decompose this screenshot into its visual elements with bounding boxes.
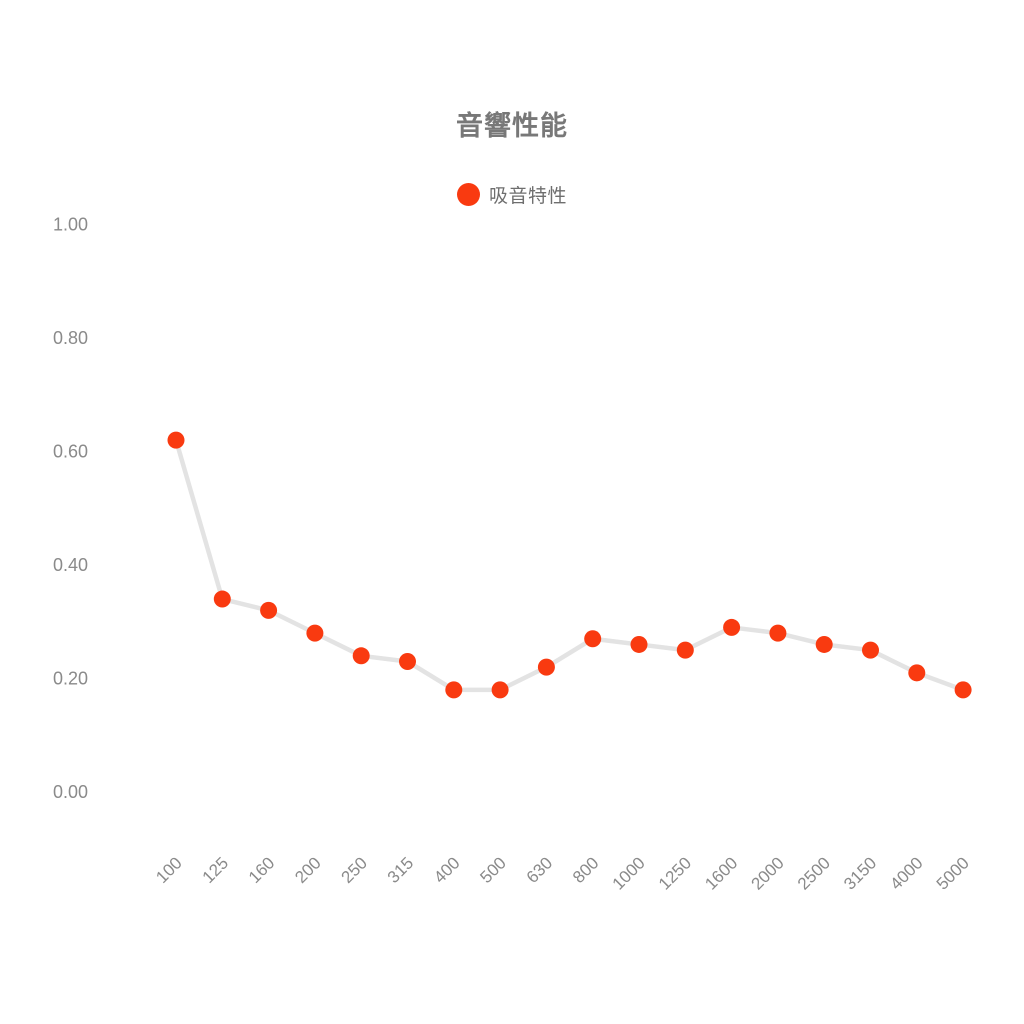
data-point[interactable] [399,652,416,670]
x-axis-tick-label: 400 [430,853,463,886]
x-axis-tick-label: 2000 [748,853,788,893]
data-point[interactable] [445,681,463,699]
legend-swatch-icon [456,183,480,206]
y-axis-tick-label: 0.80 [53,328,88,348]
y-axis-tick-label: 0.40 [53,555,88,575]
y-axis-tick-label: 0.00 [53,782,88,802]
x-axis-tick-label: 125 [199,853,232,886]
data-point[interactable] [352,647,370,665]
x-axis-tick-label: 800 [569,853,602,886]
data-point[interactable] [213,590,231,608]
y-axis-tick-label: 1.00 [53,215,88,235]
x-axis-tick-label: 1000 [609,853,649,893]
data-point[interactable] [769,624,787,642]
data-point[interactable] [491,681,509,699]
series-line [173,437,966,693]
data-point[interactable] [260,601,278,619]
data-point[interactable] [908,664,926,682]
data-point[interactable] [815,635,833,653]
data-point[interactable] [167,431,185,449]
x-axis-tick-label: 2500 [794,853,834,893]
y-axis-tick-label: 0.60 [53,442,88,462]
x-axis-tick-label: 315 [384,853,417,886]
data-point[interactable] [676,641,694,659]
x-axis-tick-label: 1250 [655,853,695,893]
x-axis-tick-label: 200 [291,853,324,886]
x-axis-tick-label: 4000 [886,853,926,893]
x-axis-tick-label: 630 [523,853,556,886]
x-axis-tick-label: 500 [476,853,509,886]
x-axis-tick-label: 100 [152,853,185,886]
legend-item[interactable]: 吸音特性 [456,181,567,208]
y-axis-tick-label: 0.20 [53,669,88,689]
data-point[interactable] [630,635,648,653]
legend-label: 吸音特性 [488,186,567,207]
data-point[interactable] [723,618,741,636]
data-point[interactable] [954,681,972,699]
data-point[interactable] [306,624,324,642]
legend: 吸音特性 [0,181,1024,208]
data-point[interactable] [862,641,879,659]
x-axis-tick-label: 3150 [840,853,880,893]
x-axis-tick-label: 5000 [933,853,973,893]
data-point[interactable] [584,630,602,648]
x-axis-tick-label: 160 [245,853,278,886]
x-axis-tick-label: 1600 [701,853,741,893]
chart-title: 音響性能 [456,111,568,141]
x-axis-tick-label: 250 [338,853,371,886]
data-point[interactable] [537,658,555,676]
